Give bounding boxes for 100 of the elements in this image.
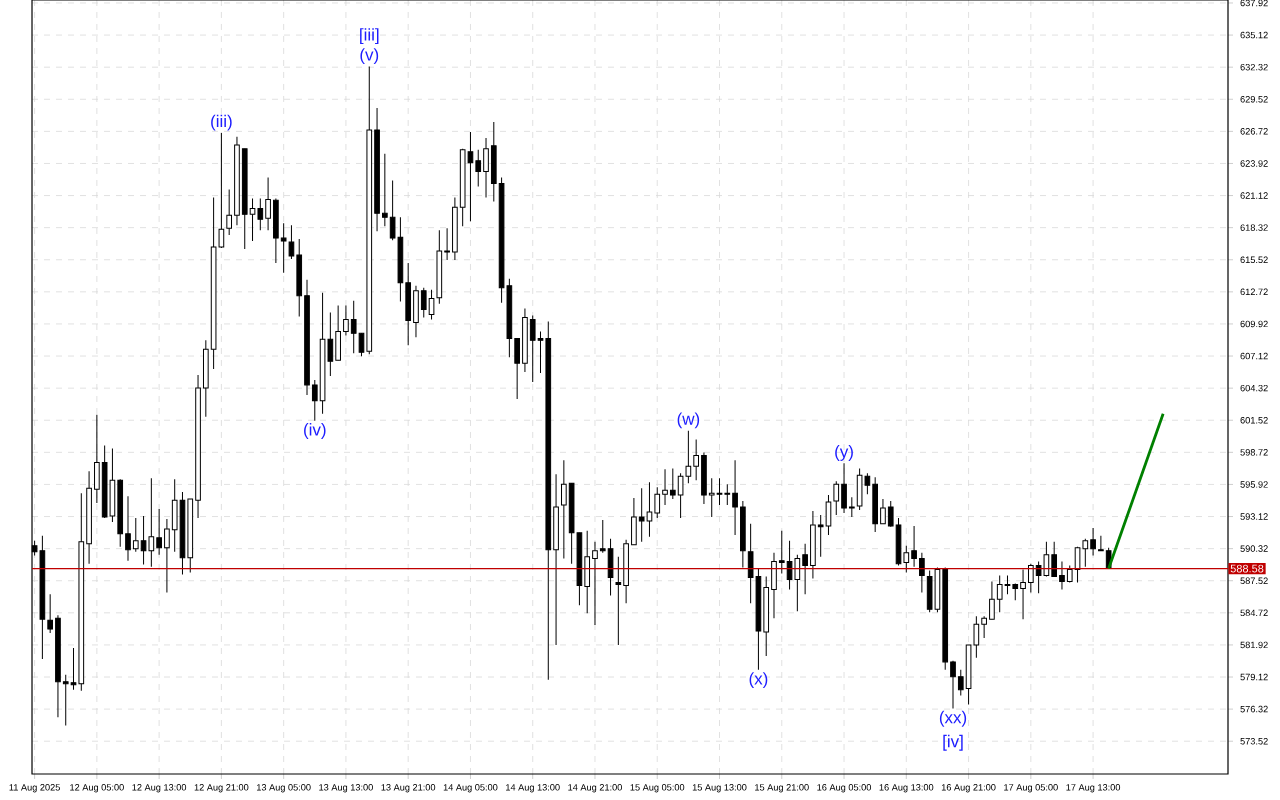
candlestick <box>724 483 731 506</box>
x-tick-label: 11 Aug 2025 <box>9 784 60 793</box>
y-tick-label: 590.32 <box>1240 545 1268 552</box>
candlestick <box>125 495 131 562</box>
candlestick <box>444 227 450 261</box>
x-tick-label: 16 Aug 13:00 <box>879 784 934 793</box>
candlestick <box>428 289 435 320</box>
candlestick <box>1090 527 1096 557</box>
annotation: (v) <box>360 48 379 65</box>
candlestick <box>350 300 357 354</box>
y-tick-label: 629.52 <box>1240 96 1268 103</box>
x-tick-label: 13 Aug 21:00 <box>381 784 436 793</box>
candlestick <box>919 552 925 593</box>
candlestick <box>989 580 995 620</box>
y-tick-label: 601.52 <box>1240 416 1268 424</box>
candlestick <box>911 525 917 568</box>
y-tick-label: 607.12 <box>1240 352 1268 360</box>
annotation: (iv) <box>304 423 326 439</box>
annotation: (y) <box>835 445 853 461</box>
annotation: (xx) <box>939 710 967 727</box>
candlestick <box>669 467 676 500</box>
candlestick <box>802 543 808 595</box>
y-tick-label: 604.32 <box>1240 384 1268 392</box>
candlestick <box>1059 561 1065 590</box>
ref-line-label: 588.58 <box>1230 564 1264 573</box>
annotation: (x) <box>749 672 768 689</box>
y-tick-label: 635.12 <box>1240 31 1268 39</box>
y-tick-label: 615.52 <box>1240 256 1268 264</box>
candlestick <box>1020 569 1026 620</box>
y-tick-label: 632.32 <box>1240 63 1268 71</box>
candlestick <box>343 305 349 336</box>
candlestick <box>615 556 622 646</box>
x-tick-label: 12 Aug 05:00 <box>70 784 124 793</box>
candlestick <box>716 477 723 506</box>
x-tick-label: 12 Aug 21:00 <box>194 784 249 793</box>
candlestick <box>981 615 987 639</box>
candlestick <box>1027 563 1034 593</box>
candlestick <box>164 518 170 593</box>
y-tick-label: 595.92 <box>1240 481 1268 488</box>
x-tick-label: 16 Aug 21:00 <box>941 784 996 793</box>
candlestick <box>848 496 855 518</box>
candlestick <box>732 459 738 536</box>
candlestick <box>1051 541 1058 577</box>
annotation: (iii) <box>211 114 232 131</box>
y-tick-label: 581.92 <box>1240 641 1268 649</box>
candlestick <box>483 137 489 199</box>
y-tick-label: 612.72 <box>1240 288 1268 296</box>
x-tick-label: 12 Aug 13:00 <box>132 784 187 793</box>
candlestick <box>561 459 567 560</box>
y-tick-label: 609.92 <box>1240 320 1268 328</box>
candlestick <box>778 530 785 574</box>
candlestick <box>1098 535 1104 552</box>
x-tick-label: 15 Aug 21:00 <box>755 784 809 793</box>
x-tick-label: 14 Aug 13:00 <box>506 784 560 793</box>
y-tick-label: 598.72 <box>1240 449 1268 456</box>
candlestick <box>62 674 69 726</box>
candlestick <box>537 330 544 374</box>
candlestick <box>592 541 598 626</box>
candlestick <box>708 477 715 518</box>
candlestick <box>693 439 699 481</box>
y-tick-label: 621.12 <box>1240 192 1268 199</box>
candlestick <box>132 517 139 553</box>
x-tick-label: 15 Aug 13:00 <box>692 784 747 793</box>
annotation: [iv] <box>943 734 963 751</box>
x-tick-label: 17 Aug 05:00 <box>1004 784 1058 793</box>
candlestick <box>265 177 271 231</box>
y-tick-label: 573.52 <box>1240 737 1268 745</box>
candlestick <box>475 149 482 187</box>
x-tick-label: 13 Aug 13:00 <box>319 784 373 793</box>
candlestick <box>311 379 318 422</box>
candlestick <box>226 188 233 236</box>
candlestick <box>841 462 847 514</box>
annotation: [iii] <box>360 28 379 45</box>
candlestick <box>887 500 894 528</box>
x-tick-label: 15 Aug 05:00 <box>630 784 685 793</box>
candlestick <box>599 519 606 554</box>
y-tick-label: 623.92 <box>1240 160 1268 167</box>
annotation: (w) <box>677 412 700 429</box>
y-tick-label: 637.92 <box>1240 0 1268 7</box>
x-tick-label: 16 Aug 05:00 <box>817 784 872 793</box>
y-tick-label: 618.32 <box>1240 224 1268 231</box>
y-tick-label: 587.52 <box>1240 577 1268 584</box>
x-tick-label: 14 Aug 05:00 <box>443 784 498 793</box>
candlestick <box>833 480 840 516</box>
y-tick-label: 593.12 <box>1240 513 1268 520</box>
candlestick <box>382 153 388 227</box>
candlestick <box>420 287 427 319</box>
candlestick <box>880 498 886 525</box>
candlestick <box>957 669 964 697</box>
y-tick-label: 576.32 <box>1240 705 1268 713</box>
x-tick-label: 17 Aug 13:00 <box>1066 784 1121 793</box>
candlestick <box>950 660 956 709</box>
candlestick <box>156 508 162 556</box>
y-tick-label: 626.72 <box>1240 128 1268 135</box>
candlestick <box>662 468 668 506</box>
candlestick <box>47 593 53 634</box>
y-tick-label: 579.12 <box>1240 673 1268 681</box>
candlestick <box>654 486 661 519</box>
candlestick <box>529 315 536 383</box>
x-tick-label: 14 Aug 21:00 <box>568 784 622 793</box>
